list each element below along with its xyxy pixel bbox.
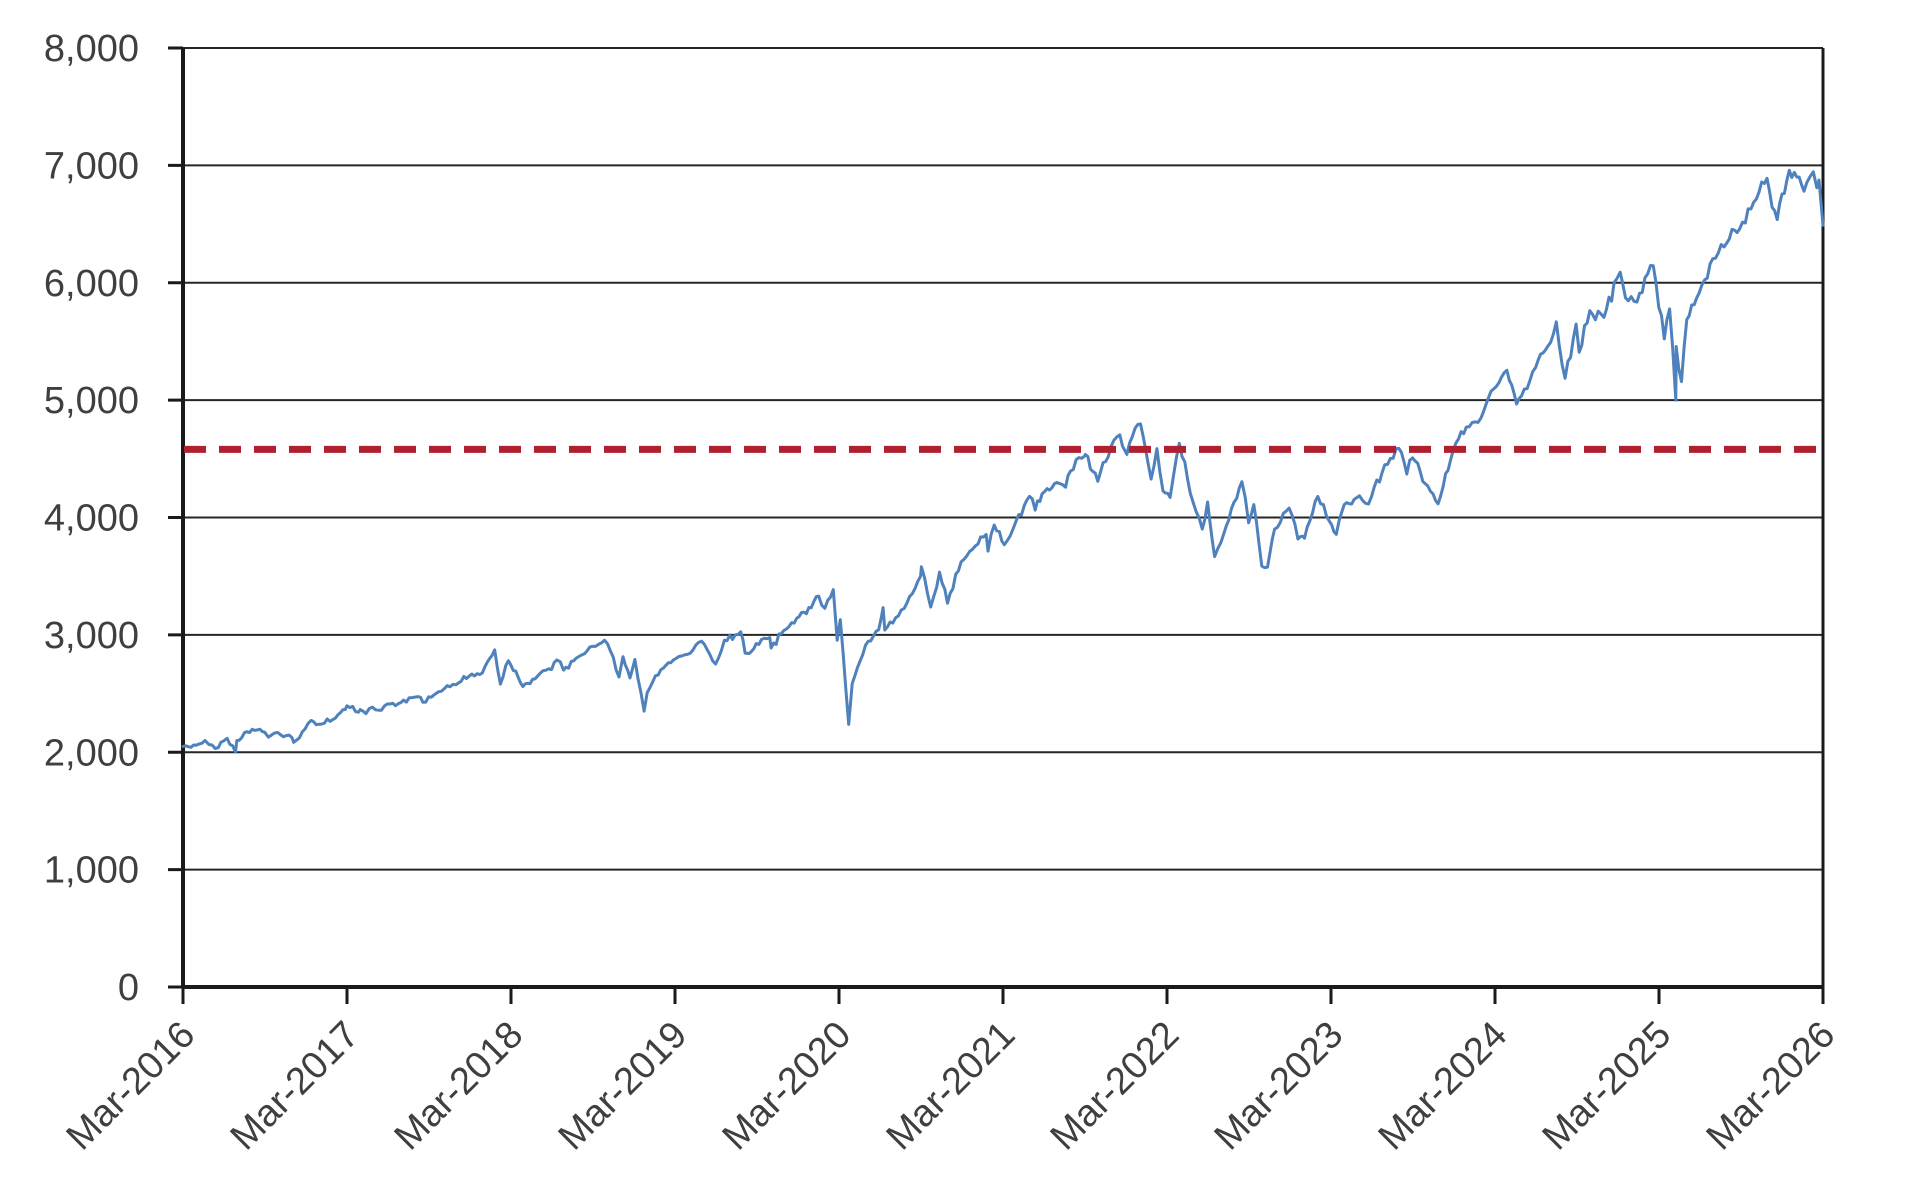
y-axis-tick-label: 5,000 xyxy=(44,380,139,422)
y-axis-tick-label: 7,000 xyxy=(44,145,139,187)
x-axis-tick-label: Mar-2019 xyxy=(551,1014,696,1159)
y-axis-tick-label: 6,000 xyxy=(44,263,139,305)
y-axis-tick-label: 8,000 xyxy=(44,28,139,70)
x-axis-tick-label: Mar-2025 xyxy=(1535,1014,1680,1159)
x-axis-tick-label: Mar-2017 xyxy=(223,1014,368,1159)
x-axis-tick-label: Mar-2020 xyxy=(715,1014,860,1159)
y-axis-tick-label: 1,000 xyxy=(44,850,139,892)
x-axis-tick-label: Mar-2023 xyxy=(1207,1014,1352,1159)
y-axis-tick-label: 0 xyxy=(118,967,139,1009)
x-axis-tick-label: Mar-2022 xyxy=(1043,1014,1188,1159)
y-axis-tick-label: 2,000 xyxy=(44,732,139,774)
x-axis-tick-label: Mar-2024 xyxy=(1371,1014,1516,1159)
price-line-series xyxy=(181,168,1825,754)
y-axis-tick-label: 4,000 xyxy=(44,498,139,540)
x-axis-tick-label: Mar-2026 xyxy=(1699,1014,1844,1159)
y-axis-tick-label: 3,000 xyxy=(44,615,139,657)
x-axis-tick-label: Mar-2016 xyxy=(59,1014,204,1159)
x-axis-tick-label: Mar-2018 xyxy=(387,1014,532,1159)
x-axis-tick-label: Mar-2021 xyxy=(879,1014,1024,1159)
